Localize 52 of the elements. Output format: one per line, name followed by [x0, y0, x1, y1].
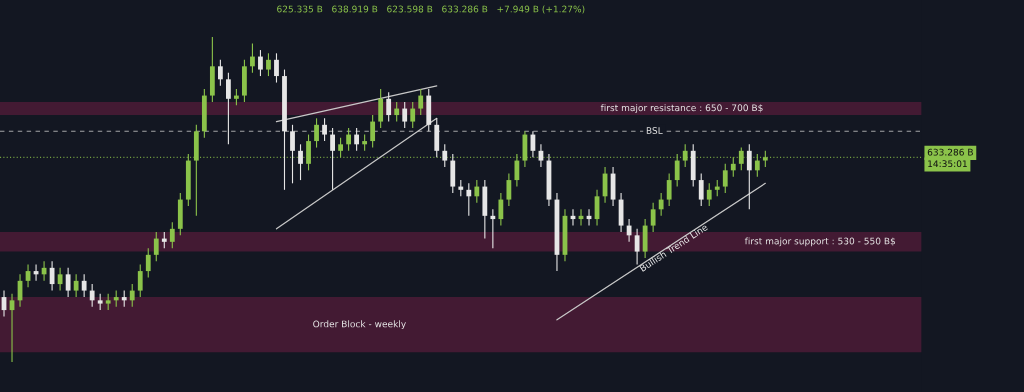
- ref-line-label: 633.286 B: [927, 148, 973, 156]
- candlestick: [137, 264, 143, 298]
- candlestick: [746, 143, 752, 210]
- candlestick: [490, 208, 496, 249]
- candlestick: [370, 114, 376, 149]
- candlestick: [634, 228, 640, 266]
- candlestick: [217, 59, 223, 87]
- candlestick: [250, 43, 255, 74]
- candlestick: [314, 117, 319, 149]
- candlestick: [706, 182, 712, 207]
- candlestick: [386, 91, 392, 123]
- candlestick: [153, 231, 159, 262]
- candlestick: [378, 88, 384, 129]
- candlestick: [410, 101, 416, 129]
- candlestick: [266, 52, 271, 77]
- ref-line-label: BSL: [646, 127, 663, 134]
- text: 625.335 B 638.919 B 623.598 B 633.286 B +7.949 B (+1.27%): [277, 5, 585, 14]
- candlestick: [129, 283, 135, 308]
- candlestick: [498, 192, 504, 227]
- band-label: Order Block - weekly: [313, 320, 406, 330]
- candlestick: [57, 267, 63, 292]
- candlestick: [322, 117, 327, 142]
- candlestick: [666, 173, 672, 207]
- candlestick: [442, 143, 448, 168]
- candlestick: [298, 143, 303, 181]
- text: 14:35:01: [928, 160, 967, 168]
- candlestick: [89, 283, 95, 308]
- candlestick: [81, 273, 87, 298]
- candlestick: [354, 127, 360, 152]
- candlestick: [290, 124, 295, 184]
- candlestick: [169, 221, 175, 249]
- candlestick: [658, 192, 664, 217]
- candlestick: [274, 52, 279, 84]
- candlestick: [474, 179, 480, 204]
- candlestick: [402, 101, 408, 129]
- candlestick: [225, 72, 231, 145]
- candlestick: [338, 137, 343, 158]
- candlestick: [466, 182, 472, 217]
- candlestick: [506, 173, 512, 207]
- candlestick: [346, 127, 352, 152]
- candlestick: [418, 88, 424, 116]
- candlestick: [394, 101, 400, 123]
- candlestick: [722, 163, 728, 194]
- candlestick: [258, 49, 263, 77]
- candlestick: [65, 267, 71, 298]
- candlestick: [698, 173, 704, 207]
- candlestick: [650, 202, 656, 233]
- candlestick: [145, 247, 151, 279]
- band-label: first major support : 530 - 550 B$: [744, 237, 896, 247]
- band-label: first major resistance : 650 - 700 B$: [600, 104, 763, 113]
- candlestick: [73, 273, 79, 298]
- candlestick: [330, 127, 335, 191]
